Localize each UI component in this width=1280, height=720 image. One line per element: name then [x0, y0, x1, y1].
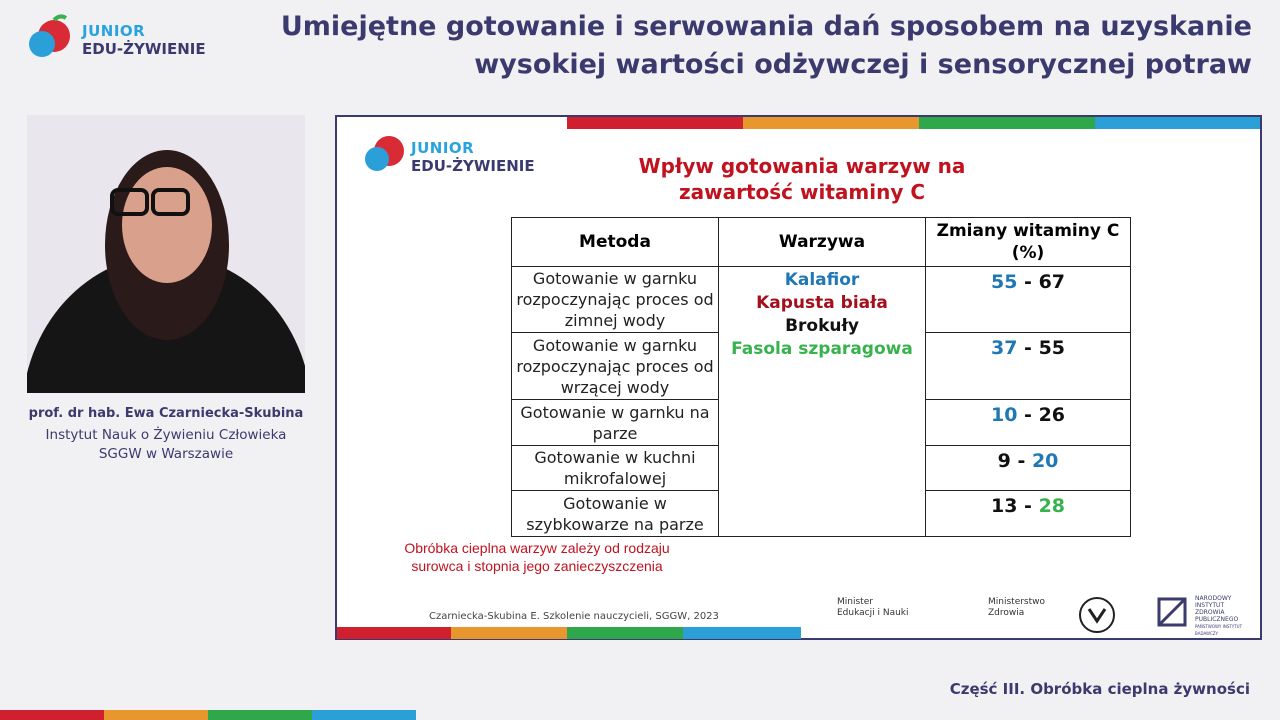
slide-title: Wpływ gotowania warzyw na zawartość wita… [587, 153, 1017, 205]
partner-men: Minister Edukacji i Nauki [837, 597, 1007, 619]
range-cell: 55 - 67 [925, 266, 1131, 333]
note: Obróbka cieplna warzyw zależy od rodzaju… [387, 539, 687, 575]
color-bar [451, 627, 567, 639]
logo-text: JUNIOR [411, 139, 475, 157]
range-max: 28 [1038, 495, 1066, 517]
logo-text: EDU-ŻYWIENIE [411, 157, 535, 175]
logo-icon [29, 14, 70, 57]
partner-line: PAŃSTWOWY INSTYTUT BADAWCZY [1195, 624, 1243, 636]
range-min: 13 [990, 495, 1018, 517]
table-row: Gotowanie w garnku na parze 10 - 26 [511, 399, 1131, 446]
color-bar [104, 710, 208, 720]
color-bar [919, 117, 1095, 129]
affiliation-line: Instytut Nauk o Żywieniu Człowieka [45, 427, 287, 443]
title-line: zawartość witaminy C [679, 180, 925, 204]
range-separator: - [1024, 337, 1032, 359]
partner-line: ZDROWIA [1195, 609, 1225, 616]
range-max: 26 [1038, 404, 1066, 426]
note-line: Obróbka cieplna warzyw zależy od rodzaju [404, 540, 670, 556]
column-header: Zmiany witaminy C (%) [925, 217, 1131, 267]
vegetable: Fasola szparagowa [731, 339, 913, 359]
page-title: Umiejętne gotowanie i serwowania dań spo… [281, 8, 1252, 84]
color-bar [0, 710, 104, 720]
method-cell: Gotowanie w garnku rozpoczynając proces … [511, 332, 719, 400]
table-row: Gotowanie w garnku rozpoczynając proces … [511, 332, 1131, 400]
vegetable: Brokuły [785, 316, 859, 336]
partner-line: Ministerstwo [988, 597, 1046, 607]
range-min: 9 [997, 450, 1011, 472]
color-bar [312, 710, 416, 720]
table-row: Gotowanie w kuchni mikrofalowej 9 - 20 [511, 445, 1131, 491]
column-header: Metoda [511, 217, 719, 267]
affiliation-line: SGGW w Warszawie [98, 446, 234, 462]
color-bar [337, 627, 451, 639]
logo-text: EDU-ŻYWIENIE [82, 40, 206, 58]
title-line: wysokiej wartości odżywczej i sensoryczn… [474, 49, 1252, 80]
color-bar [567, 117, 743, 129]
sggw-logo [1079, 597, 1115, 633]
speaker-video [27, 115, 305, 393]
method-cell: Gotowanie w garnku rozpoczynając proces … [511, 266, 719, 333]
range-cell: 9 - 20 [925, 445, 1131, 491]
color-bar [567, 627, 683, 639]
nizp-logo [1157, 597, 1187, 627]
speaker-image [27, 150, 305, 393]
partner-nizp: NARODOWY INSTYTUT ZDROWIA PUBLICZNEGO PA… [1195, 595, 1260, 637]
range-max: 55 [1038, 337, 1066, 359]
vegetables-cell: Kalafior Kapusta biała Brokuły Fasola szpar… [718, 266, 926, 537]
range-min: 37 [990, 337, 1018, 359]
range-separator: - [1024, 404, 1032, 426]
method-cell: Gotowanie w szybkowarze na parze [511, 490, 719, 537]
partner-line: PUBLICZNEGO [1195, 616, 1239, 623]
partner-mz: Ministerstwo Zdrowia [988, 597, 1045, 619]
logo-icon [365, 136, 404, 171]
range-cell: 10 - 26 [925, 399, 1131, 446]
table-row: Gotowanie w szybkowarze na parze 13 - 28 [511, 490, 1131, 537]
color-bar [683, 627, 801, 639]
speaker-affiliation: Instytut Nauk o Żywieniu Człowieka SGGW … [27, 426, 305, 464]
color-bar [208, 710, 312, 720]
title-line: Wpływ gotowania warzyw na [638, 154, 966, 178]
range-separator: - [1024, 271, 1032, 293]
footer-section: Część III. Obróbka cieplna żywności [949, 680, 1250, 698]
range-separator: - [1024, 495, 1032, 517]
color-bar [743, 117, 919, 129]
vegetable: Kapusta biała [756, 293, 888, 313]
header-row: Metoda Warzywa Zmiany witaminy C (%) [511, 217, 1131, 267]
vegetable: Kalafior [784, 270, 860, 290]
partner-line: NARODOWY [1195, 595, 1232, 602]
color-bar [1095, 117, 1260, 129]
partner-line: INSTYTUT [1195, 602, 1225, 609]
column-header: Warzywa [718, 217, 926, 267]
range-max: 20 [1031, 450, 1059, 472]
range-min: 10 [990, 404, 1018, 426]
method-cell: Gotowanie w kuchni mikrofalowej [511, 445, 719, 491]
range-separator: - [1017, 450, 1026, 472]
method-cell: Gotowanie w garnku na parze [511, 399, 719, 446]
logo-text: JUNIOR [82, 22, 146, 40]
partner-line: Edukacji i Nauki [837, 608, 909, 618]
range-cell: 37 - 55 [925, 332, 1131, 400]
table-row: Gotowanie w garnku rozpoczynając proces … [511, 266, 1131, 537]
partner-line: Zdrowia [988, 608, 1025, 618]
slide: JUNIOR EDU-ŻYWIENIE Wpływ gotowania warz… [335, 115, 1262, 640]
title-line: Umiejętne gotowanie i serwowania dań spo… [280, 11, 1252, 42]
data-table: Metoda Warzywa Zmiany witaminy C (%) Gotowa… [511, 217, 1131, 537]
range-max: 67 [1038, 271, 1066, 293]
range-min: 55 [990, 271, 1018, 293]
partner-line: Minister [837, 597, 873, 607]
speaker-name: prof. dr hab. Ewa Czarniecka-Skubina [28, 406, 304, 421]
range-cell: 13 - 28 [925, 490, 1131, 537]
note-line: surowca i stopnia jego zanieczyszczenia [411, 558, 663, 574]
citation: Czarniecka-Skubina E. Szkolenie nauczyci… [429, 611, 719, 622]
